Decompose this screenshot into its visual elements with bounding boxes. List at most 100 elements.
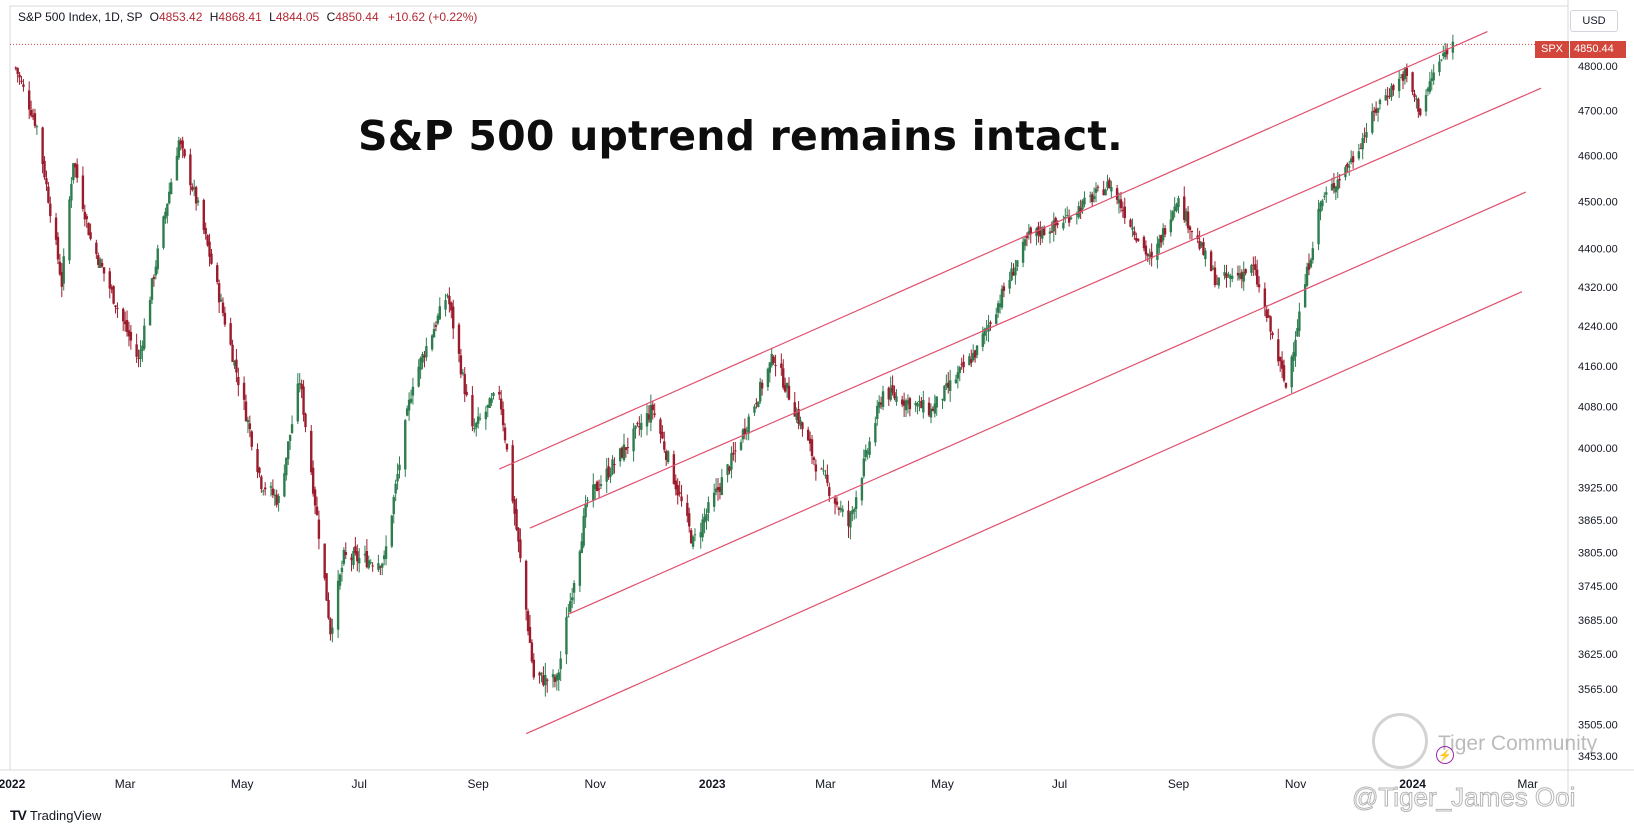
candle — [313, 486, 317, 515]
candle-body — [1021, 241, 1025, 263]
candle — [323, 543, 326, 581]
candle-body — [168, 191, 171, 204]
candle — [1284, 382, 1288, 390]
candle — [461, 369, 465, 376]
candle-body — [1190, 231, 1194, 233]
candle — [85, 213, 88, 228]
tradingview-logo[interactable]: TV TradingView — [10, 807, 101, 823]
candle-body — [304, 413, 307, 428]
candle-body — [43, 160, 46, 178]
candle-body — [1424, 95, 1428, 112]
candle-body — [311, 467, 315, 494]
candle — [407, 392, 411, 421]
candle-body — [1411, 72, 1414, 93]
candle — [381, 562, 384, 576]
y-tick-label: 3505.00 — [1578, 720, 1618, 732]
candle — [275, 489, 278, 508]
candle — [881, 385, 885, 411]
candle — [891, 375, 894, 396]
candle-body — [995, 314, 998, 324]
candle — [475, 421, 478, 437]
candle-body — [300, 383, 303, 390]
candle — [223, 306, 227, 327]
candle-body — [1173, 206, 1176, 212]
candle — [766, 367, 770, 391]
candle-body — [592, 484, 595, 501]
candle-body — [194, 187, 198, 204]
x-tick-label: May — [231, 777, 254, 791]
candle — [839, 500, 843, 513]
candle — [1236, 265, 1240, 281]
candle-body — [728, 466, 731, 472]
candle-body — [338, 574, 342, 586]
candle-body — [1231, 275, 1234, 279]
candle — [914, 400, 917, 413]
candle-body — [1307, 263, 1311, 270]
candle-body — [1102, 189, 1105, 196]
candle — [1403, 66, 1407, 85]
candle-body — [914, 402, 917, 406]
candle-body — [1133, 231, 1136, 236]
candle — [1200, 241, 1203, 248]
candle — [1319, 200, 1322, 221]
candle — [1010, 262, 1013, 282]
candle-body — [1413, 93, 1416, 98]
candle-body — [624, 447, 628, 450]
candle-body — [152, 276, 156, 279]
candle-body — [371, 565, 374, 567]
candle — [285, 457, 288, 481]
candle-body — [1025, 235, 1029, 239]
currency-selector[interactable]: USD — [1570, 10, 1618, 32]
candle-body — [217, 283, 221, 303]
candle-body — [793, 402, 796, 417]
candle-body — [1129, 219, 1132, 227]
close-value: 4850.44 — [335, 10, 379, 24]
candle — [622, 433, 626, 462]
y-tick-label: 4700.00 — [1578, 105, 1618, 117]
candle-body — [179, 140, 182, 145]
candle — [1054, 216, 1057, 235]
lightning-icon[interactable]: ⚡ — [1436, 746, 1454, 764]
y-tick-label: 4160.00 — [1578, 361, 1618, 373]
candle — [20, 75, 23, 85]
candle-body — [438, 306, 441, 320]
candle-body — [519, 539, 522, 559]
candle — [814, 459, 818, 481]
candle — [1401, 71, 1405, 90]
candle — [902, 392, 906, 417]
candle-body — [342, 549, 346, 564]
candle-body — [1255, 269, 1259, 285]
candle-body — [189, 154, 192, 186]
candle-body — [70, 183, 73, 201]
candle — [1426, 86, 1430, 96]
candle-body — [638, 426, 641, 428]
candle — [304, 412, 307, 433]
candle — [87, 222, 90, 236]
candle — [889, 376, 892, 402]
candle-body — [772, 356, 775, 364]
candle — [233, 360, 236, 369]
candle-body — [632, 428, 635, 452]
candle — [1050, 221, 1054, 233]
candle-body — [513, 499, 516, 514]
candle — [377, 554, 380, 572]
candle — [1278, 356, 1282, 372]
candle-body — [1428, 81, 1432, 92]
candle-body — [49, 203, 52, 217]
candle-body — [1403, 69, 1407, 80]
candle-body — [720, 477, 724, 496]
candle-body — [432, 329, 436, 338]
candle — [166, 203, 169, 224]
candle — [768, 361, 772, 383]
low-value: 4844.05 — [275, 10, 320, 24]
candle-body — [344, 551, 347, 555]
candle — [565, 607, 568, 665]
candle-body — [962, 361, 965, 368]
candle-body — [688, 513, 691, 527]
candle — [382, 550, 386, 566]
candle — [1349, 150, 1353, 165]
candle-body — [235, 359, 238, 373]
candle-body — [444, 300, 447, 310]
candle — [1294, 331, 1297, 367]
